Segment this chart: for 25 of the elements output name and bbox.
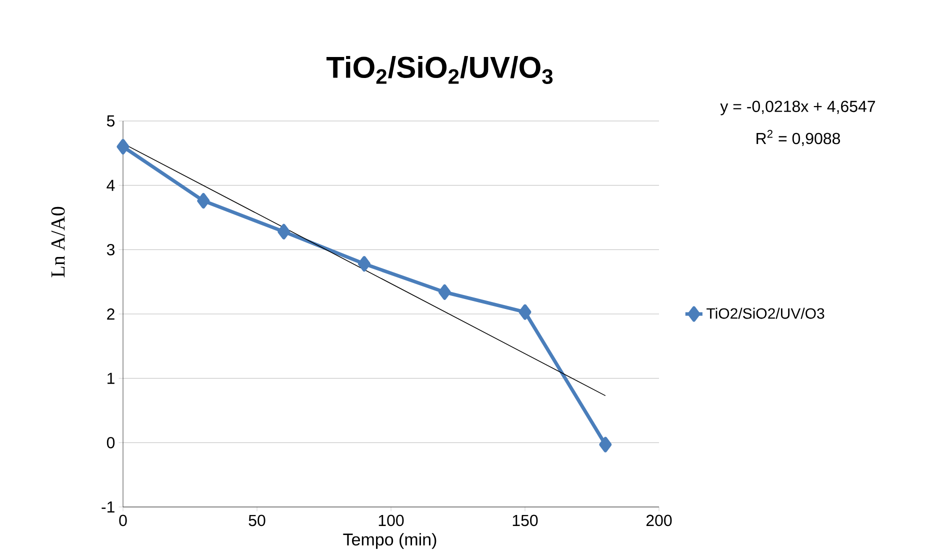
y-tick-label: 2 bbox=[107, 308, 114, 320]
x-axis-title: Tempo (min) bbox=[343, 533, 436, 549]
y-tick-label: 3 bbox=[106, 244, 114, 256]
point bbox=[278, 224, 290, 240]
chart-title: TiO$_{2}$/SiO$_{2}$/UV/O$_{3}$ bbox=[326, 56, 553, 84]
point bbox=[518, 304, 532, 320]
x-tick-label: 150 bbox=[512, 514, 538, 526]
x-tick-label: 200 bbox=[646, 514, 672, 526]
y-tick-label: 0 bbox=[106, 436, 115, 448]
text: y = -0,0218x + 4,6547 bbox=[720, 100, 876, 116]
point bbox=[116, 138, 130, 154]
x-tick-label: 0 bbox=[119, 514, 127, 526]
y-tick-label: 5 bbox=[106, 115, 115, 127]
x-tick-label: 100 bbox=[378, 514, 404, 526]
y-tick-label: 1 bbox=[108, 372, 114, 384]
legend-label: TiO2/SiO2/UV/O3 bbox=[706, 308, 824, 319]
y-axis-title: Ln A/A0 bbox=[51, 206, 65, 278]
point bbox=[599, 436, 612, 452]
text: R$^{2}$ = 0,9088 bbox=[756, 130, 840, 146]
point bbox=[438, 284, 451, 300]
y-tick-label: -1 bbox=[102, 501, 114, 512]
y-tick-label: 4 bbox=[106, 180, 115, 191]
x-tick-label: 50 bbox=[248, 514, 266, 526]
point bbox=[197, 193, 210, 209]
point bbox=[358, 256, 370, 272]
